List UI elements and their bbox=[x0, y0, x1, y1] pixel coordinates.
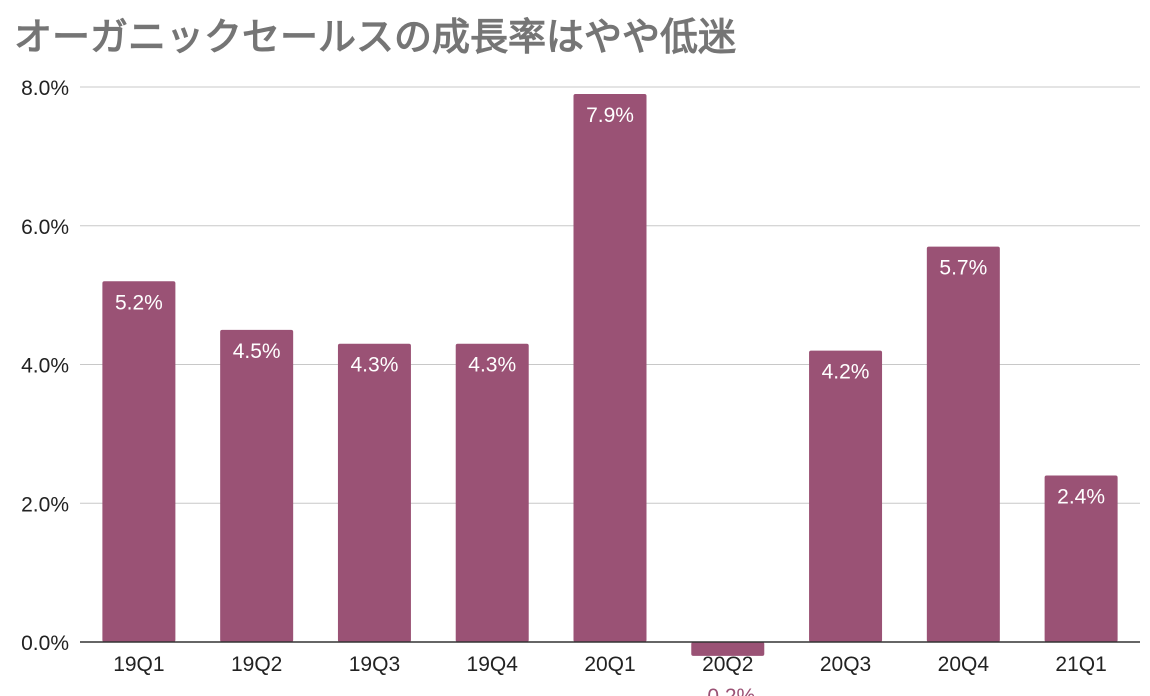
data-label-19q2: 4.5% bbox=[233, 340, 281, 363]
data-label-19q4: 4.3% bbox=[468, 354, 516, 377]
bar-20q4 bbox=[926, 246, 1000, 642]
x-tick-label: 19Q3 bbox=[349, 653, 400, 676]
y-tick-label: 4.0% bbox=[21, 355, 69, 378]
data-label-20q1: 7.9% bbox=[586, 104, 634, 127]
y-axis-ticks: 0.0% 2.0% 4.0% 6.0% 8.0% bbox=[21, 77, 69, 655]
bar-19q4 bbox=[455, 343, 529, 642]
x-axis-ticks: 19Q1 19Q2 19Q3 19Q4 20Q1 20Q2 20Q3 20Q4 21Q1 bbox=[113, 653, 1107, 676]
bar-19q2 bbox=[220, 329, 294, 642]
bar-20q1 bbox=[573, 93, 647, 642]
data-labels: 5.2% 4.5% 4.3% 4.3% 7.9% -0.2% 4.2% 5.7% 2.4% bbox=[115, 104, 1105, 696]
x-tick-label: 19Q1 bbox=[113, 653, 164, 676]
y-tick-label: 8.0% bbox=[21, 77, 69, 100]
bars bbox=[102, 93, 1118, 656]
x-tick-label: 20Q4 bbox=[938, 653, 990, 676]
bar-20q3 bbox=[809, 350, 883, 642]
data-label-20q2: -0.2% bbox=[700, 685, 755, 696]
x-tick-label: 20Q2 bbox=[702, 653, 753, 676]
bar-19q3 bbox=[337, 343, 411, 642]
bar-19q1 bbox=[102, 281, 176, 642]
x-tick-label: 19Q4 bbox=[467, 653, 519, 676]
x-tick-label: 21Q1 bbox=[1055, 653, 1106, 676]
data-label-19q1: 5.2% bbox=[115, 291, 163, 314]
chart-title: オーガニックセールスの成長率はやや低迷 bbox=[14, 15, 737, 59]
data-label-21q1: 2.4% bbox=[1057, 486, 1105, 509]
data-label-20q4: 5.7% bbox=[939, 257, 987, 280]
bar-20q2 bbox=[691, 642, 765, 656]
x-tick-label: 20Q3 bbox=[820, 653, 871, 676]
y-tick-label: 6.0% bbox=[21, 216, 69, 239]
y-tick-label: 2.0% bbox=[21, 493, 69, 516]
x-tick-label: 19Q2 bbox=[231, 653, 282, 676]
data-label-19q3: 4.3% bbox=[351, 354, 399, 377]
y-tick-label: 0.0% bbox=[21, 632, 69, 655]
x-tick-label: 20Q1 bbox=[584, 653, 635, 676]
data-label-20q3: 4.2% bbox=[822, 361, 870, 384]
bar-21q1 bbox=[1044, 475, 1118, 642]
